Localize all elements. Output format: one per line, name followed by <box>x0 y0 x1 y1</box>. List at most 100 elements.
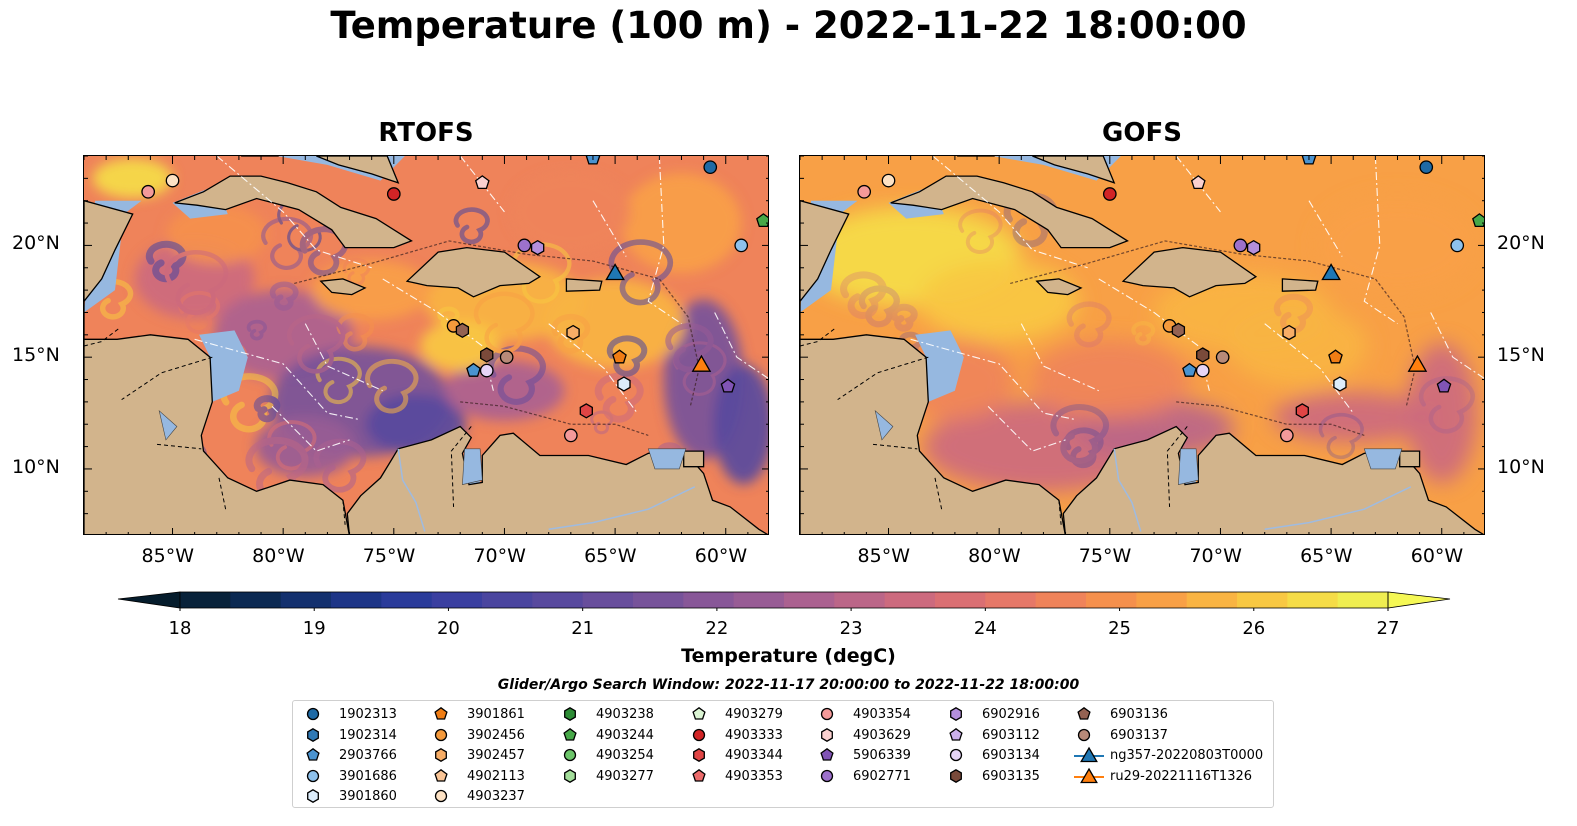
legend-label: 6903135 <box>982 768 1040 784</box>
legend-marker <box>306 747 320 761</box>
x-tick-label: 80°W <box>968 545 1021 567</box>
station-marker <box>1295 403 1309 419</box>
country-border <box>156 443 202 450</box>
x-tick-label: 70°W <box>473 545 526 567</box>
colorbar-segment <box>784 592 835 608</box>
river <box>1113 448 1142 532</box>
station-marker <box>1102 187 1117 201</box>
station-marker <box>466 362 481 377</box>
legend-marker <box>820 707 834 721</box>
colorbar-segment <box>1136 592 1188 608</box>
depth-contour <box>294 240 700 407</box>
land-bahamas <box>1032 156 1116 184</box>
country-border <box>218 477 227 510</box>
legend-label: 3902456 <box>467 727 525 743</box>
colorbar-overflow <box>1387 591 1451 609</box>
colorbar-tick-label: 20 <box>436 618 460 639</box>
eez-boundary <box>548 323 638 414</box>
station-marker <box>479 363 494 378</box>
colorbar-segment <box>482 592 533 608</box>
colorbar-segment <box>532 592 584 608</box>
station-marker <box>1233 238 1248 253</box>
station-marker <box>1215 350 1230 365</box>
legend-label: 4903279 <box>725 707 783 722</box>
legend-label: 6902771 <box>853 768 911 784</box>
river <box>548 486 696 531</box>
x-tick-label: 75°W <box>1078 545 1132 567</box>
legend-label: 4903237 <box>467 789 525 804</box>
legend-marker <box>693 748 705 762</box>
eez-boundary <box>714 312 768 379</box>
colorbar-tick-label: 23 <box>839 618 863 639</box>
panel-title-rtofs: RTOFS <box>378 118 474 148</box>
legend-label: 6903136 <box>1110 707 1168 722</box>
land-central <box>800 200 850 534</box>
colorbar-segment <box>985 592 1037 608</box>
station-marker <box>1333 376 1347 392</box>
x-tick-label: 65°W <box>1300 545 1353 567</box>
station-marker <box>1407 354 1428 372</box>
legend-marker <box>307 789 319 803</box>
colorbar-tick-label: 22 <box>705 618 729 639</box>
station-marker <box>605 263 625 281</box>
legend-label: 1902313 <box>339 707 397 722</box>
colorbar-segment <box>431 592 483 608</box>
land-cuba <box>890 175 1129 249</box>
legend-marker <box>950 768 962 783</box>
station-marker <box>1472 213 1484 228</box>
colorbar-segment <box>230 592 282 608</box>
legend-marker <box>434 706 448 720</box>
colorbar-segment <box>1287 592 1339 608</box>
eez-boundary <box>592 200 627 257</box>
colorbar-segment <box>633 592 684 608</box>
station-marker <box>455 322 470 339</box>
station-marker <box>756 213 768 228</box>
legend-label: 3901861 <box>467 707 525 722</box>
eez-boundary <box>194 338 361 421</box>
station-marker <box>499 350 514 365</box>
station-marker <box>720 378 736 393</box>
land-central <box>84 200 134 534</box>
country-border <box>837 356 929 401</box>
y-tick-label-right: 10°N <box>1497 455 1545 478</box>
station-marker <box>1419 160 1434 175</box>
legend-label: 5906339 <box>853 748 911 763</box>
station-marker <box>1171 322 1186 339</box>
country-border <box>872 443 918 450</box>
colorbar-segment <box>935 592 986 608</box>
colorbar-segment <box>381 592 433 608</box>
station-marker <box>141 184 156 199</box>
station-marker <box>165 173 180 188</box>
legend-label: 4903354 <box>853 707 911 722</box>
colorbar-segment <box>884 592 936 608</box>
country-border <box>450 426 472 507</box>
legend-marker <box>563 727 577 741</box>
legend-marker <box>1077 706 1091 720</box>
x-tick-label: 80°W <box>252 545 305 567</box>
legend-label: 1902314 <box>339 727 397 743</box>
legend-marker <box>820 769 834 782</box>
land-hispaniola <box>1121 246 1258 298</box>
legend-marker <box>692 728 706 741</box>
lake <box>462 448 483 485</box>
colorbar-tick-label: 25 <box>1108 618 1131 639</box>
x-tick-label: 60°W <box>694 545 748 567</box>
legend-label: 4903254 <box>596 748 654 763</box>
figure-title: Temperature (100 m) - 2022-11-22 18:00:0… <box>330 4 1247 47</box>
colorbar-segment <box>834 592 886 608</box>
legend-label: ng357-20220803T0000 <box>1110 748 1264 763</box>
land-puertorico <box>565 278 603 292</box>
x-tick-label: 85°W <box>857 545 910 567</box>
colorbar-segment <box>1186 592 1238 608</box>
station-marker <box>734 238 749 253</box>
station-marker <box>530 239 545 256</box>
map-gofs <box>799 155 1485 535</box>
lake <box>158 409 178 441</box>
eez-boundary <box>1308 200 1343 257</box>
colorbar-tick-label: 21 <box>571 618 595 639</box>
x-tick-label: 85°W <box>141 545 194 567</box>
legend-label: 3901860 <box>339 789 397 804</box>
country-border <box>934 477 943 510</box>
land-trinidad <box>1399 450 1421 468</box>
colorbar-segment <box>1237 592 1288 608</box>
